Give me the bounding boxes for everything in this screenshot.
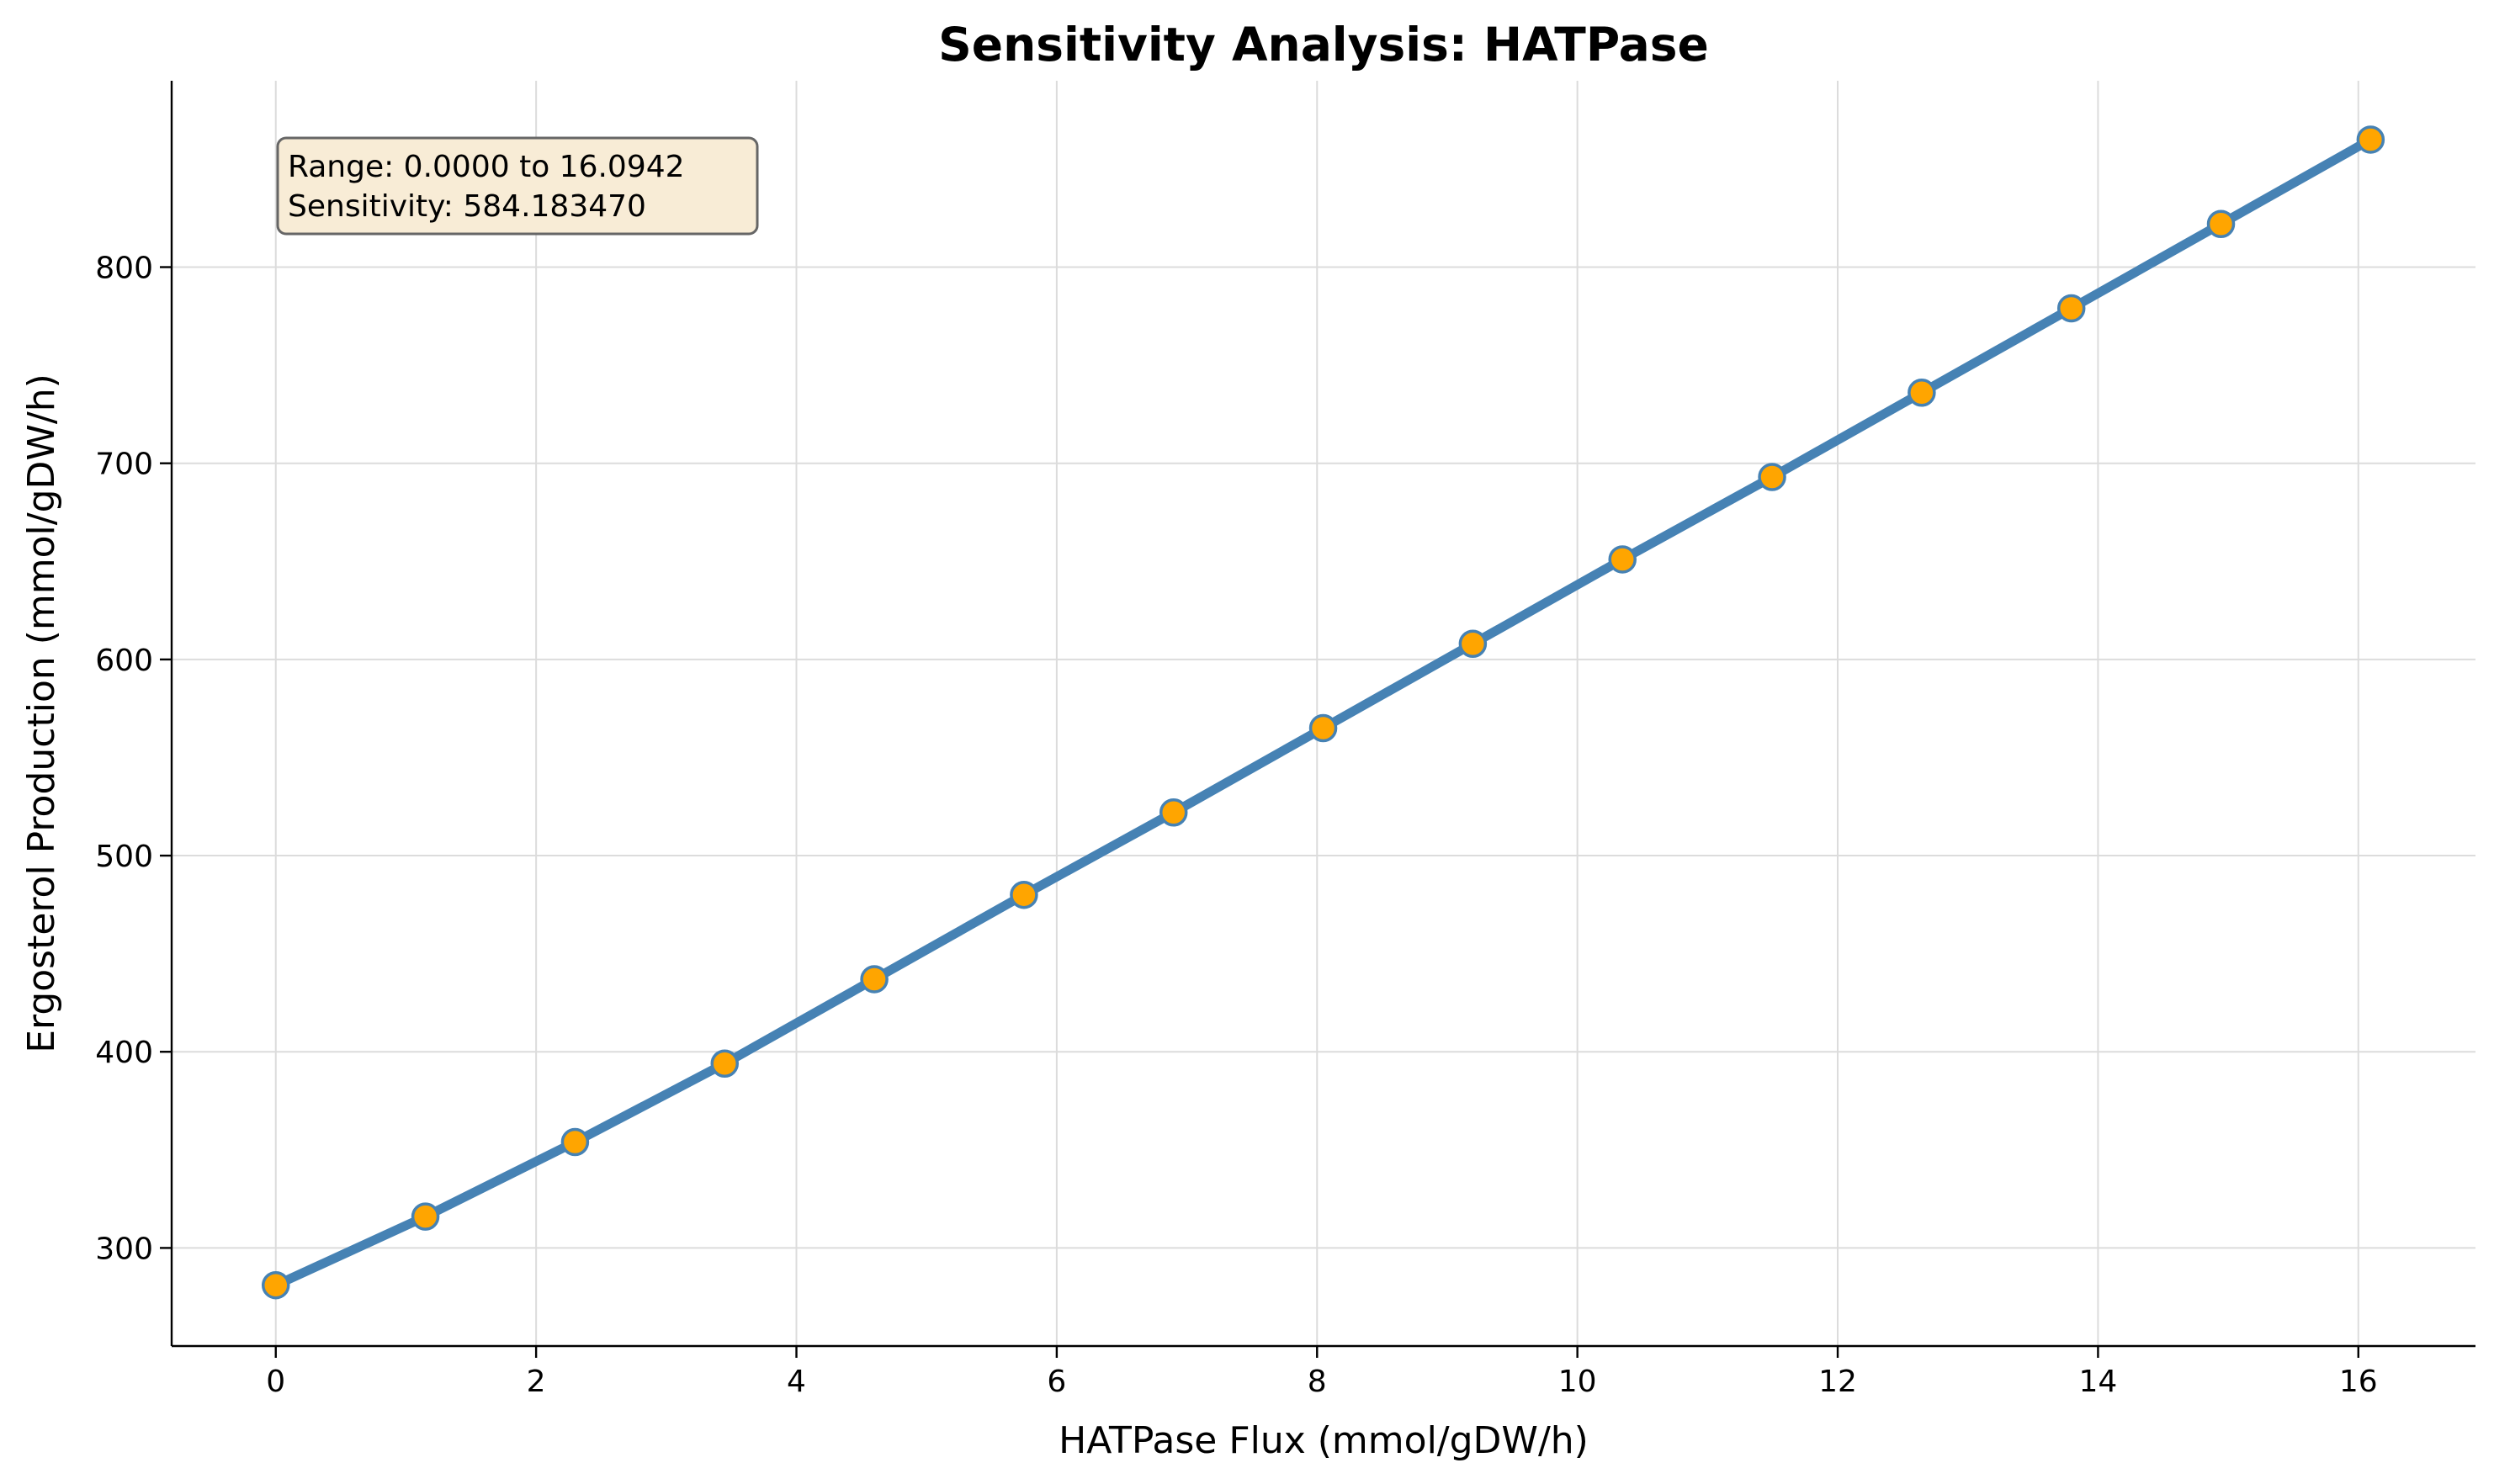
x-tick-label: 4	[787, 1365, 806, 1399]
x-tick-label: 10	[1558, 1365, 1597, 1399]
y-ticks: 300 400 500 600 700 800	[95, 252, 172, 1266]
axes-spines	[170, 81, 2475, 1348]
y-tick-label: 800	[95, 252, 153, 286]
data-point	[710, 1049, 739, 1078]
data-point	[860, 965, 889, 994]
data-point	[262, 1270, 290, 1300]
series-layer	[262, 125, 2385, 1300]
x-tick-label: 8	[1308, 1365, 1327, 1399]
chart-title: Sensitivity Analysis: HATPase	[938, 18, 1709, 72]
x-tick-label: 14	[2078, 1365, 2117, 1399]
data-point	[2056, 294, 2086, 323]
data-point	[411, 1202, 440, 1231]
y-tick-label: 400	[95, 1036, 153, 1070]
y-tick-label: 700	[95, 448, 153, 482]
x-axis-label: HATPase Flux (mmol/gDW/h)	[1059, 1419, 1589, 1462]
x-tick-label: 16	[2339, 1365, 2378, 1399]
annotation-background	[276, 136, 759, 236]
data-point	[560, 1127, 590, 1157]
x-tick-label: 2	[527, 1365, 546, 1399]
y-axis-label: Ergosterol Production (mmol/gDW/h)	[20, 374, 63, 1053]
series-line	[271, 135, 2375, 1291]
annotation-range: Range: 0.0000 to 16.0942	[288, 150, 685, 184]
data-point	[1010, 880, 1038, 909]
x-tick-label: 0	[266, 1365, 285, 1399]
y-tick-label: 300	[95, 1232, 153, 1266]
data-point	[1758, 463, 1786, 491]
data-point	[2356, 125, 2385, 154]
data-point	[1608, 545, 1637, 574]
grid	[172, 81, 2475, 1346]
y-tick-label: 600	[95, 644, 153, 678]
data-point	[1308, 713, 1338, 743]
x-tick-label: 12	[1818, 1365, 1857, 1399]
annotation-sensitivity: Sensitivity: 584.183470	[288, 189, 646, 224]
data-point	[1159, 798, 1188, 827]
data-point	[1908, 379, 1936, 407]
x-tick-label: 6	[1047, 1365, 1066, 1399]
data-point	[2206, 209, 2236, 238]
y-tick-label: 500	[95, 840, 153, 874]
data-point	[1458, 629, 1488, 658]
x-ticks: 0 2 4 6 8 10 12 14 16	[266, 1346, 2378, 1399]
annotation-box: Range: 0.0000 to 16.0942 Sensitivity: 58…	[276, 136, 759, 236]
